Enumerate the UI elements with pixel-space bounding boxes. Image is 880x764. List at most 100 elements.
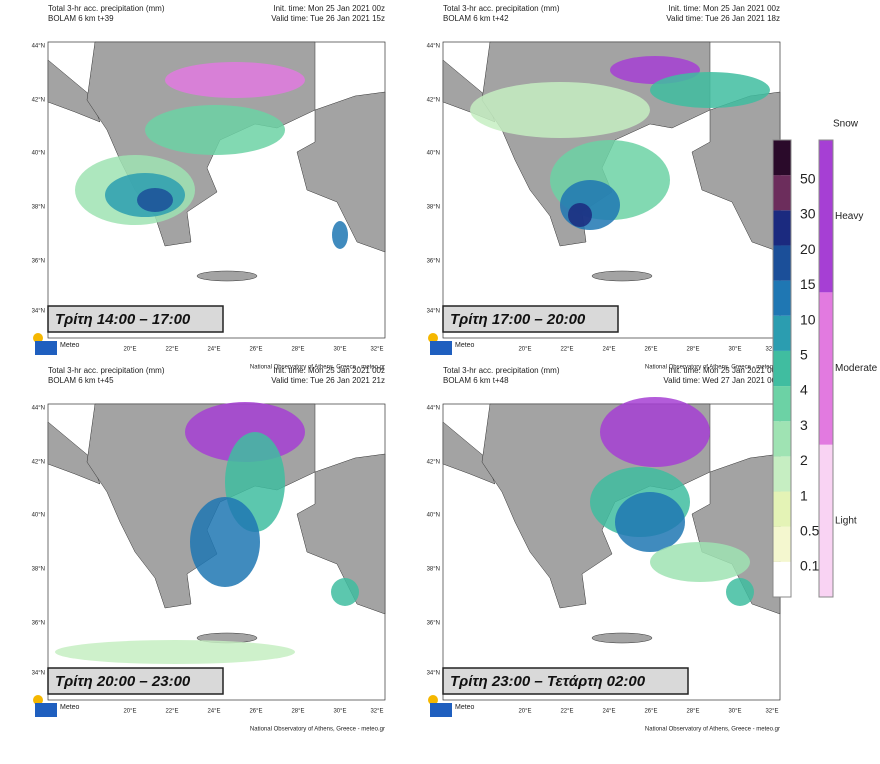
- lat-label: 34°N: [427, 671, 440, 677]
- lon-label: 32°E: [370, 347, 383, 353]
- colorbar-segment: [773, 350, 791, 387]
- precip-area: [145, 105, 285, 155]
- caption-box: [442, 667, 689, 695]
- lat-label: 38°N: [32, 205, 45, 211]
- lon-label: 30°E: [333, 709, 346, 715]
- lat-label: 42°N: [427, 460, 440, 466]
- lat-label: 42°N: [32, 460, 45, 466]
- logo-dot: [428, 695, 438, 705]
- footer: National Observatory of Athens, Greece -…: [250, 365, 385, 371]
- precip-area: [615, 492, 685, 552]
- colorbar-segment: [773, 140, 791, 176]
- precip-area: [190, 497, 260, 587]
- lon-label: 20°E: [123, 347, 136, 353]
- precip-area: [560, 180, 620, 230]
- colorbar-label: 4: [800, 382, 808, 398]
- map-panel: Total 3-hr acc. precipitation (mm)BOLAM …: [427, 4, 781, 371]
- lat-label: 40°N: [427, 151, 440, 157]
- lat-label: 38°N: [32, 567, 45, 573]
- lon-label: 28°E: [291, 347, 304, 353]
- lat-label: 44°N: [32, 406, 45, 412]
- lat-label: 34°N: [32, 309, 45, 315]
- snow-segment: [819, 140, 833, 293]
- lon-label: 24°E: [207, 347, 220, 353]
- lon-label: 30°E: [728, 709, 741, 715]
- caption-box: [47, 305, 224, 333]
- logo-mark: [35, 341, 57, 355]
- lon-label: 22°E: [165, 709, 178, 715]
- lat-label: 44°N: [427, 406, 440, 412]
- footer: National Observatory of Athens, Greece -…: [645, 727, 780, 733]
- caption: Τρίτη 14:00 – 17:00: [55, 311, 191, 328]
- logo-text: Meteo: [60, 704, 80, 711]
- lon-label: 26°E: [644, 347, 657, 353]
- colorbar-label: 1: [800, 487, 808, 503]
- map-panel: Total 3-hr acc. precipitation (mm)BOLAM …: [427, 366, 781, 733]
- precip-area: [650, 72, 770, 108]
- lat-label: 40°N: [427, 513, 440, 519]
- valid-time: Valid time: Tue 26 Jan 2021 21z: [271, 376, 385, 385]
- colorbar-label: 5: [800, 347, 808, 363]
- lon-label: 20°E: [123, 709, 136, 715]
- init-time: Init. time: Mon 25 Jan 2021 00z: [668, 4, 780, 13]
- lat-label: 40°N: [32, 151, 45, 157]
- colorbar-label: 30: [800, 206, 816, 222]
- logo-text: Meteo: [455, 704, 475, 711]
- precip-area: [332, 221, 348, 249]
- snow-label: Moderate: [835, 363, 878, 374]
- logo-text: Meteo: [60, 342, 80, 349]
- lat-label: 44°N: [427, 44, 440, 50]
- model-label: BOLAM 6 km t+48: [443, 376, 509, 385]
- lat-label: 38°N: [427, 205, 440, 211]
- model-label: BOLAM 6 km t+42: [443, 14, 509, 23]
- colorbar-segment: [773, 386, 791, 422]
- lat-label: 34°N: [427, 309, 440, 315]
- lon-label: 22°E: [165, 347, 178, 353]
- lon-label: 30°E: [333, 347, 346, 353]
- lon-label: 26°E: [644, 709, 657, 715]
- model-label: BOLAM 6 km t+45: [48, 376, 114, 385]
- precip-area: [55, 640, 295, 664]
- valid-time: Valid time: Tue 26 Jan 2021 15z: [271, 14, 385, 23]
- snow-frame: [818, 139, 834, 598]
- init-time: Init. time: Mon 25 Jan 2021 00z: [273, 4, 385, 13]
- precip-area: [137, 188, 173, 212]
- colorbar-segment: [773, 315, 791, 351]
- precip-area: [650, 542, 750, 582]
- colorbar-segment: [773, 526, 791, 562]
- precip-area: [470, 82, 650, 138]
- lon-label: 20°E: [518, 709, 531, 715]
- lat-label: 36°N: [32, 621, 45, 627]
- lon-label: 22°E: [560, 709, 573, 715]
- colorbar-label: 10: [800, 311, 816, 327]
- snow-label: Heavy: [835, 211, 863, 222]
- panel-title: Total 3-hr acc. precipitation (mm): [443, 4, 560, 13]
- colorbar-segment: [773, 421, 791, 457]
- valid-time: Valid time: Wed 27 Jan 2021 00z: [663, 376, 780, 385]
- lat-label: 36°N: [32, 259, 45, 265]
- footer: National Observatory of Athens, Greece -…: [250, 727, 385, 733]
- logo-mark: [35, 703, 57, 717]
- lat-label: 40°N: [32, 513, 45, 519]
- snow-title: Snow: [833, 119, 859, 130]
- lat-label: 44°N: [32, 44, 45, 50]
- valid-time: Valid time: Tue 26 Jan 2021 18z: [666, 14, 780, 23]
- colorbar-frame: [772, 139, 792, 598]
- lon-label: 24°E: [602, 709, 615, 715]
- colorbar-label: 2: [800, 452, 808, 468]
- caption: Τρίτη 23:00 – Τετάρτη 02:00: [450, 673, 646, 690]
- colorbar-segment: [773, 456, 791, 492]
- logo-mark: [430, 341, 452, 355]
- caption-box: [442, 305, 619, 333]
- lon-label: 32°E: [765, 709, 778, 715]
- colorbar-segment: [773, 175, 791, 211]
- snow-segment: [819, 444, 833, 597]
- panel-title: Total 3-hr acc. precipitation (mm): [443, 366, 560, 375]
- precip-area: [726, 578, 754, 606]
- model-label: BOLAM 6 km t+39: [48, 14, 114, 23]
- colorbar-segment: [773, 491, 791, 527]
- colorbar-segment: [773, 280, 791, 316]
- snow-label: Light: [835, 515, 857, 526]
- lat-label: 42°N: [32, 98, 45, 104]
